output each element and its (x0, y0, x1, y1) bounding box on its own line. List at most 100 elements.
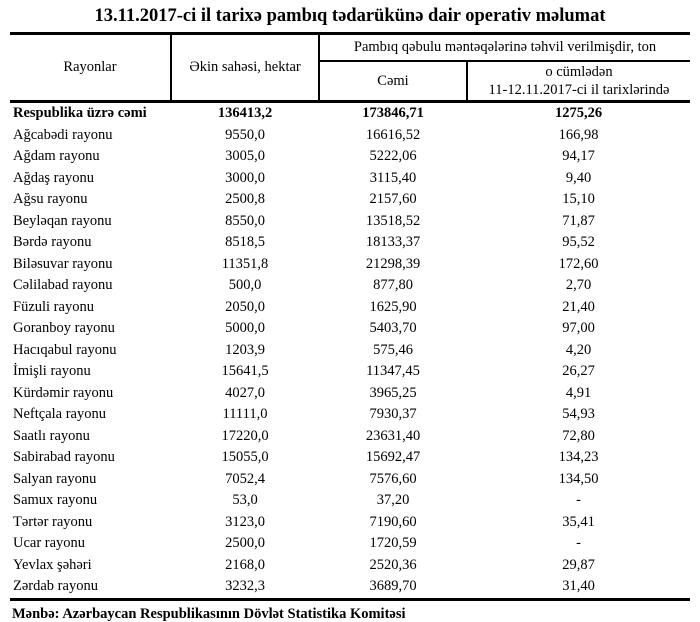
region-name-cell: Salyan rayonu (13, 470, 97, 487)
area-cell: 7052,4 (225, 470, 265, 487)
column-header-area: Əkin sahəsi, hektar (171, 33, 320, 102)
total-cell: 173846,71 (362, 105, 424, 121)
area-cell: 8550,0 (225, 212, 265, 229)
table-row: Beyləqan rayonu 8550,0 13518,52 71,87 (10, 211, 690, 233)
total-cell: 13518,52 (365, 212, 421, 229)
area-cell: 11111,0 (222, 406, 268, 422)
total-cell: 1720,59 (369, 535, 417, 551)
region-name-cell: Ağcabədi rayonu (13, 126, 113, 143)
header-row-sub: Cəmi o cümlədən 11-12.11.2017-ci il tari… (10, 60, 690, 102)
recent-cell: 54,93 (562, 406, 595, 422)
region-name-cell: Ucar rayonu (13, 535, 86, 551)
region-name-cell: Bərdə rayonu (13, 234, 92, 250)
table-row: Ağsu rayonu 2500,8 2157,60 15,10 (10, 189, 690, 211)
total-cell: 21298,39 (365, 255, 421, 272)
region-name-cell: Samux rayonu (13, 492, 98, 508)
table-row: Füzuli rayonu 2050,0 1625,90 21,40 (10, 297, 690, 319)
column-header-total: Cəmi (319, 60, 468, 102)
table-row: İmişli rayonu 15641,5 11347,45 26,27 (10, 361, 690, 383)
cotton-procurement-table: Rayonlar Əkin sahəsi, hektar Pambıq qəbu… (10, 32, 690, 601)
recent-cell: 134,23 (558, 449, 599, 465)
total-cell: 5222,06 (369, 148, 417, 164)
table-row: Tərtər rayonu 3123,0 7190,60 35,41 (10, 512, 690, 534)
region-name-cell: Ağsu rayonu (13, 191, 88, 207)
region-name-cell: Hacıqabul rayonu (13, 341, 117, 358)
region-name-cell: Ağdaş rayonu (13, 169, 94, 186)
recent-cell: 31,40 (562, 578, 595, 594)
header-row-group: Rayonlar Əkin sahəsi, hektar Pambıq qəbu… (10, 33, 690, 102)
recent-cell: 134,50 (558, 470, 599, 487)
recent-cell: 72,80 (562, 427, 595, 444)
region-name-cell: Respublika üzrə cəmi (13, 105, 147, 121)
recent-cell: 95,52 (562, 234, 595, 250)
region-name-cell: Kürdəmir rayonu (13, 384, 114, 401)
recent-cell: 15,10 (562, 191, 595, 207)
total-cell: 7190,60 (369, 513, 417, 530)
table-row: Ağdam rayonu 3005,0 5222,06 94,17 (10, 146, 690, 168)
area-cell: 15055,0 (221, 449, 269, 465)
table-row: Kürdəmir rayonu 4027,0 3965,25 4,91 (10, 383, 690, 405)
area-cell: 4027,0 (225, 384, 265, 401)
area-cell: 136413,2 (217, 105, 273, 121)
region-name-cell: Saatlı rayonu (13, 427, 90, 444)
table-row: Hacıqabul rayonu 1203,9 575,46 4,20 (10, 340, 690, 362)
column-header-recent-line2: 11-12.11.2017-ci il tarixlərində (488, 81, 670, 98)
recent-cell: 4,20 (565, 341, 592, 358)
table-header: Rayonlar Əkin sahəsi, hektar Pambıq qəbu… (10, 33, 690, 102)
table-row: Ağcabədi rayonu 9550,0 16616,52 166,98 (10, 125, 690, 147)
recent-cell: 1275,26 (554, 105, 603, 121)
total-cell: 1625,90 (369, 298, 417, 315)
column-header-delivered-group: Pambıq qəbulu məntəqələrinə təhvil veril… (319, 33, 690, 62)
recent-cell: - (576, 535, 581, 551)
area-cell: 53,0 (232, 492, 258, 508)
table-row: Sabirabad rayonu 15055,0 15692,47 134,23 (10, 447, 690, 469)
region-name-cell: Cəlilabad rayonu (13, 277, 113, 293)
region-name-cell: İmişli rayonu (13, 363, 91, 379)
region-name-cell: Ağdam rayonu (13, 148, 100, 164)
area-cell: 1203,9 (225, 341, 265, 358)
total-cell: 7930,37 (369, 406, 417, 422)
total-cell: 3689,70 (369, 578, 417, 594)
table-row: Yevlax şəhəri 2168,0 2520,36 29,87 (10, 555, 690, 577)
total-cell: 2520,36 (369, 556, 417, 573)
total-cell: 11347,45 (366, 363, 420, 379)
recent-cell: 9,40 (565, 169, 592, 186)
table-row: Neftçala rayonu 11111,0 7930,37 54,93 (10, 404, 690, 426)
table-row: Bərdə rayonu 8518,5 18133,37 95,52 (10, 232, 690, 254)
area-cell: 3000,0 (225, 169, 265, 186)
region-name-cell: Sabirabad rayonu (13, 449, 115, 465)
region-name-cell: Neftçala rayonu (13, 406, 106, 422)
recent-cell: 21,40 (562, 298, 595, 315)
region-name-cell: Biləsuvar rayonu (13, 255, 113, 272)
region-name-cell: Beyləqan rayonu (13, 212, 112, 229)
total-cell: 2157,60 (369, 191, 417, 207)
area-cell: 500,0 (228, 277, 262, 293)
table-row: Saatlı rayonu 17220,0 23631,40 72,80 (10, 426, 690, 448)
table-body: Respublika üzrə cəmi 136413,2 173846,71 127… (10, 102, 690, 599)
table-row: Samux rayonu 53,0 37,20 - (10, 490, 690, 512)
report-title: 13.11.2017-ci il tarixə pambıq tədarükün… (94, 6, 606, 26)
area-cell: 5000,0 (225, 320, 265, 336)
total-cell: 3115,40 (369, 169, 417, 186)
recent-cell: 97,00 (562, 320, 595, 336)
area-cell: 8518,5 (225, 234, 265, 250)
column-header-recent-line1: o cümlədən (545, 63, 613, 80)
total-cell: 5403,70 (369, 320, 417, 336)
area-cell: 17220,0 (221, 427, 269, 444)
area-cell: 3005,0 (225, 148, 265, 164)
recent-cell: 26,27 (562, 363, 595, 379)
table-row: Ucar rayonu 2500,0 1720,59 - (10, 533, 690, 555)
total-cell: 18133,37 (365, 234, 421, 250)
recent-cell: 71,87 (562, 212, 595, 229)
area-cell: 3123,0 (225, 513, 265, 530)
area-cell: 2500,8 (225, 191, 265, 207)
recent-cell: 94,17 (562, 148, 595, 164)
recent-cell: 4,91 (565, 384, 592, 401)
region-name-cell: Füzuli rayonu (13, 298, 94, 315)
region-name-cell: Yevlax şəhəri (13, 556, 92, 573)
table-row: Goranboy rayonu 5000,0 5403,70 97,00 (10, 318, 690, 340)
region-name-cell: Tərtər rayonu (13, 513, 93, 530)
total-cell: 7576,60 (369, 470, 417, 487)
total-cell: 15692,47 (365, 449, 421, 465)
